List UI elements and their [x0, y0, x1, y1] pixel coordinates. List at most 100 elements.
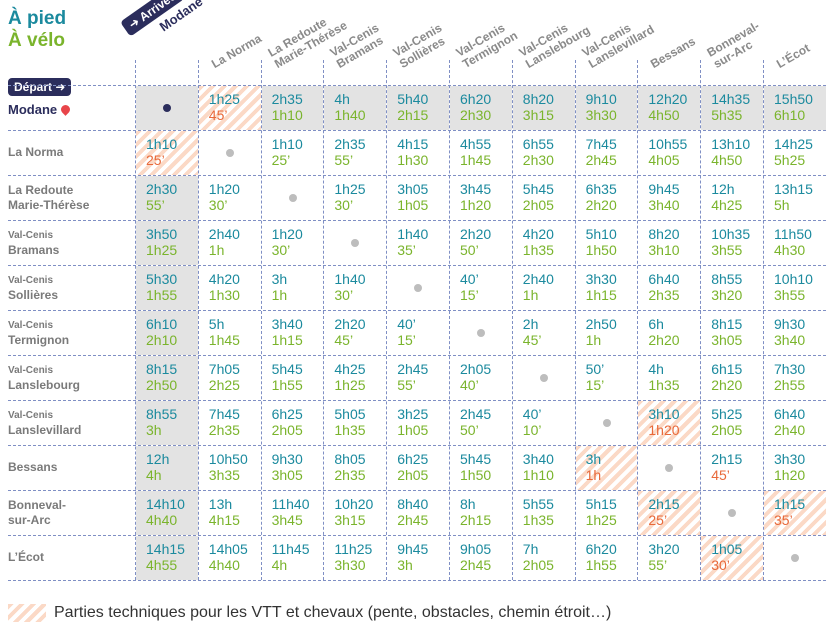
- bike-time: 3h: [146, 422, 162, 438]
- table-cell: [638, 446, 700, 490]
- table-cell: 2h15 25’: [638, 491, 701, 535]
- grid-line: [574, 60, 576, 580]
- bike-time: 4h50: [711, 152, 743, 168]
- walk-time: 6h40: [648, 271, 680, 287]
- table-cell: 15h50 6h10: [764, 86, 826, 130]
- grid-line: [511, 60, 513, 580]
- table-cell: [199, 131, 261, 175]
- bike-time: 30’: [334, 197, 354, 213]
- row-header-line: Marie-Thérèse: [8, 198, 90, 212]
- walk-time: 7h45: [585, 136, 617, 152]
- table-cell: 10h35 3h55: [701, 221, 763, 265]
- bike-time: 4h25: [711, 197, 743, 213]
- walk-time: 2h15: [711, 451, 743, 467]
- walk-time: 4h20: [208, 271, 240, 287]
- table-cell: [513, 356, 575, 400]
- bike-time: 2h35: [648, 287, 680, 303]
- diagonal-dot: [477, 329, 485, 337]
- table-cell: 5h55 1h35: [513, 491, 575, 535]
- row-header-line: Val-Cenis: [8, 410, 54, 421]
- bike-time: 15’: [585, 377, 605, 393]
- walk-time: 1h20: [208, 181, 240, 197]
- bike-time: 2h20: [585, 197, 617, 213]
- table-cell: [764, 536, 826, 580]
- walk-time: 40’: [397, 316, 416, 332]
- bike-time: 30’: [271, 242, 291, 258]
- table-cell: 10h55 4h05: [638, 131, 700, 175]
- walk-time: 14h05: [208, 541, 248, 557]
- grid-line: [323, 60, 325, 580]
- table-cell: 1h10 25’: [262, 131, 324, 175]
- walk-time: 14h35: [711, 91, 751, 107]
- grid-line: [449, 60, 450, 580]
- bike-time: 15’: [460, 287, 479, 303]
- walk-time: 13h15: [774, 181, 813, 197]
- table-cell: 12h20 4h50: [638, 86, 701, 130]
- grid-line: [8, 535, 826, 536]
- table-cell: 5h05 1h35: [324, 401, 386, 445]
- walk-time: 12h20: [648, 91, 688, 107]
- table-cell: [701, 491, 763, 535]
- bike-time: 2h05: [271, 422, 303, 438]
- table-cell: 13h15 5h: [764, 176, 826, 220]
- walk-time: 9h10: [585, 91, 617, 107]
- walk-time: 2h20: [334, 316, 366, 332]
- table-cell: 2h40 1h: [513, 266, 575, 310]
- table-cell: 4h20 1h30: [199, 266, 261, 310]
- bike-time: 1h30: [397, 152, 429, 168]
- bike-time: 2h35: [208, 422, 240, 438]
- table-cell: 8h55 3h: [136, 401, 198, 445]
- grid-line: [260, 60, 262, 580]
- walk-time: 2h15: [648, 496, 680, 512]
- bike-time: 3h05: [271, 467, 303, 483]
- bike-time: 1h50: [585, 242, 617, 258]
- table-cell: 3h45 1h20: [450, 176, 512, 220]
- table-cell: 11h50 4h30: [764, 221, 826, 265]
- table-cell: 12h 4h25: [701, 176, 763, 220]
- table-cell: 1h05 30’: [701, 536, 763, 580]
- table-cell: 2h45 55’: [387, 356, 449, 400]
- bike-time: 2h30: [522, 152, 554, 168]
- walk-time: 6h: [648, 316, 664, 332]
- row-header-line: L’Écot: [8, 550, 45, 564]
- bike-time: 45’: [334, 332, 354, 348]
- walk-time: 13h10: [711, 136, 751, 152]
- table-cell: 1h20 30’: [199, 176, 261, 220]
- bike-time: 25’: [146, 152, 165, 168]
- walk-time: 3h50: [146, 226, 178, 242]
- bike-time: 2h20: [648, 332, 680, 348]
- diagonal-dot: [791, 554, 799, 562]
- bike-time: 3h55: [711, 242, 743, 258]
- bike-time: 5h35: [711, 107, 743, 123]
- walk-time: 50’: [585, 361, 605, 377]
- walk-time: 9h45: [648, 181, 680, 197]
- departure-town: Modane: [8, 102, 72, 117]
- grid-line: [763, 60, 764, 580]
- table-cell: 5h10 1h50: [576, 221, 638, 265]
- bike-time: 2h45: [460, 557, 492, 573]
- bike-time: 3h10: [648, 242, 680, 258]
- table-cell: 2h15 45’: [701, 446, 763, 490]
- column-header: Bessans: [648, 34, 698, 71]
- walk-time: 3h10: [648, 406, 680, 422]
- row-header-line: Lanslevillard: [8, 423, 82, 437]
- bike-time: 40’: [460, 377, 479, 393]
- row-header: Bessans: [8, 460, 57, 475]
- walk-time: 2h45: [460, 406, 492, 422]
- bike-time: 1h55: [146, 287, 178, 303]
- bike-time: 4h: [146, 467, 162, 483]
- bike-time: 2h10: [146, 332, 178, 348]
- walk-time: 3h30: [774, 451, 806, 467]
- row-header: Bonneval-sur-Arc: [8, 498, 66, 528]
- walk-time: 5h: [208, 316, 225, 332]
- bike-time: 3h40: [774, 332, 806, 348]
- row-header-line: Bramans: [8, 243, 60, 257]
- bike-time: 1h45: [460, 152, 492, 168]
- table-cell: 9h45 3h: [387, 536, 449, 580]
- bike-time: 30’: [208, 197, 228, 213]
- bike-time: 4h55: [146, 557, 178, 573]
- table-cell: 1h15 35’: [764, 491, 826, 535]
- walk-time: 9h45: [397, 541, 429, 557]
- bike-time: 3h05: [711, 332, 743, 348]
- grid-line: [197, 60, 199, 580]
